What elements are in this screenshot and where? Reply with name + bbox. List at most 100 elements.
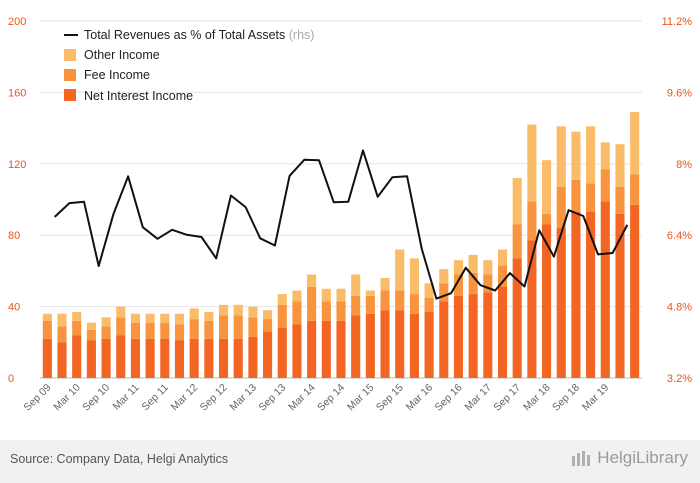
bar-segment xyxy=(409,258,419,295)
legend-label-nii: Net Interest Income xyxy=(84,89,193,103)
legend: Total Revenues as % of Total Assets (rhs… xyxy=(64,28,314,103)
bar-segment xyxy=(527,124,537,202)
bar-segment xyxy=(468,272,478,295)
bar-segment xyxy=(365,313,375,378)
bar-segment xyxy=(483,292,493,378)
bar-segment xyxy=(600,169,610,202)
bar-segment xyxy=(174,340,185,378)
bar-segment xyxy=(263,319,273,332)
bar-segment xyxy=(321,301,331,321)
x-tick-label: Sep 15 xyxy=(374,382,406,414)
x-tick-label: Sep 12 xyxy=(198,382,230,414)
bar-segment xyxy=(263,331,273,378)
bar-segment xyxy=(453,295,464,378)
x-tick-label: Mar 18 xyxy=(521,382,553,414)
bar-segment xyxy=(615,187,625,214)
x-tick-label: Sep 16 xyxy=(433,382,465,414)
y2-tick-label: 6.4% xyxy=(667,230,692,242)
y2-tick-label: 3.2% xyxy=(667,373,692,385)
bar-segment xyxy=(380,290,390,311)
bar-segment xyxy=(351,315,361,378)
x-tick-label: Mar 11 xyxy=(111,382,142,413)
bar-segment xyxy=(600,201,610,378)
y-tick-label: 160 xyxy=(8,87,26,99)
bar-segment xyxy=(248,317,258,337)
bar-segment xyxy=(615,213,625,378)
bar-segment xyxy=(556,126,566,188)
bar-segment xyxy=(189,308,199,320)
bar-segment xyxy=(321,288,331,302)
bar-segment xyxy=(130,338,140,378)
bar-segment xyxy=(307,286,317,321)
y2-tick-label: 8% xyxy=(676,159,692,171)
bar-segment xyxy=(556,187,566,229)
y-tick-label: 80 xyxy=(8,230,20,242)
x-tick-label: Mar 15 xyxy=(345,382,377,414)
legend-swatch-other xyxy=(64,49,76,61)
bar-segment xyxy=(292,324,302,378)
legend-swatch-nii xyxy=(64,89,76,101)
bar-segment xyxy=(233,338,243,378)
bar-segment xyxy=(248,336,258,378)
left-axis-ticks: 0 40 80 120 160 200 xyxy=(8,16,26,385)
bar-segment xyxy=(57,326,67,343)
y2-tick-label: 9.6% xyxy=(667,87,692,99)
bar-segment xyxy=(439,283,449,302)
bar-segment xyxy=(497,249,508,266)
bar-segment xyxy=(189,319,199,339)
right-axis-ticks: 3.2% 4.8% 6.4% 8% 9.6% 11.2% xyxy=(662,16,693,385)
bar-segment xyxy=(630,112,640,175)
bar-segment xyxy=(395,290,405,311)
bar-segment xyxy=(307,274,317,287)
bar-segment xyxy=(483,274,493,293)
bar-segment xyxy=(277,304,287,329)
x-tick-label: Mar 12 xyxy=(169,382,201,414)
bar-segment xyxy=(586,126,596,184)
bar-segment xyxy=(72,335,82,378)
bar-segment xyxy=(292,301,302,325)
bar-segment xyxy=(101,338,111,378)
bar-segment xyxy=(72,320,82,336)
source-note: Source: Company Data, Helgi Analytics xyxy=(10,452,229,466)
bar-segment xyxy=(57,313,67,327)
bar-segment xyxy=(527,240,537,378)
bar-segment xyxy=(336,301,346,321)
x-tick-label: Sep 13 xyxy=(256,382,288,414)
x-tick-label: Mar 19 xyxy=(580,382,612,414)
bar-segment xyxy=(468,254,478,273)
y-tick-label: 200 xyxy=(8,16,26,28)
bar-segment xyxy=(130,313,140,323)
bar-segment xyxy=(204,311,214,321)
y2-tick-label: 11.2% xyxy=(662,16,693,28)
x-tick-label: Sep 14 xyxy=(315,382,347,414)
bar-segment xyxy=(116,317,126,336)
legend-swatch-fee xyxy=(64,69,76,81)
x-tick-label: Mar 16 xyxy=(404,382,436,414)
bar-segment xyxy=(101,317,111,327)
bar-segment xyxy=(351,295,361,316)
bar-segment xyxy=(277,328,287,378)
bar-segment xyxy=(218,304,229,316)
bar-segment xyxy=(263,310,273,320)
y-tick-label: 40 xyxy=(8,302,20,314)
bar-segment xyxy=(409,313,419,378)
bar-segment xyxy=(571,179,581,212)
bar-segment xyxy=(174,313,185,325)
legend-label-line: Total Revenues as % of Total Assets (rhs… xyxy=(84,28,314,42)
bar-segment xyxy=(453,274,464,296)
logo-text: HelgiLibrary xyxy=(597,448,688,467)
bar-segment xyxy=(630,174,640,205)
bar-segment xyxy=(277,294,287,305)
bar-segment xyxy=(542,160,552,214)
bar-segment xyxy=(86,340,96,378)
bar-segment xyxy=(512,224,522,259)
bar-segment xyxy=(292,290,302,302)
bar-segment xyxy=(424,283,434,298)
bar-segment xyxy=(204,338,214,378)
y-tick-label: 0 xyxy=(8,373,14,385)
bar-segment xyxy=(512,178,522,225)
brand-logo: HelgiLibrary xyxy=(571,448,688,468)
bar-segment xyxy=(321,320,331,378)
legend-label-other: Other Income xyxy=(84,48,160,62)
